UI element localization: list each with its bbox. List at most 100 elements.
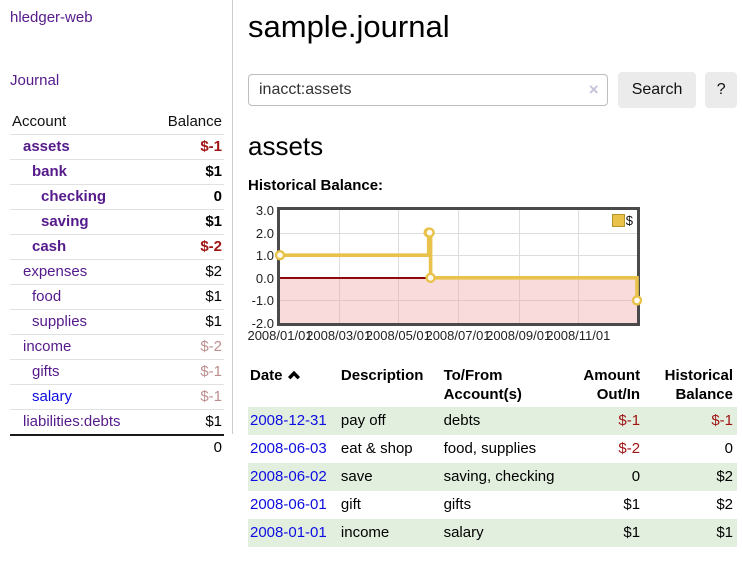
transaction-balance: $2 <box>716 468 733 485</box>
account-link-liabilities-debts[interactable]: liabilities:debts <box>23 413 121 430</box>
transaction-date-link[interactable]: 2008-12-31 <box>250 412 327 429</box>
transaction-description: income <box>340 524 390 541</box>
y-tick-label: -2.0 <box>251 316 274 331</box>
register-header-balance: Historical Balance <box>664 367 733 403</box>
transaction-amount: $-2 <box>618 440 641 457</box>
transaction-balance: $2 <box>716 496 733 513</box>
transaction-balance: $-1 <box>711 412 733 429</box>
y-tick-label: 0.0 <box>255 270 274 286</box>
transaction-amount: $-1 <box>618 412 641 429</box>
clear-search-icon[interactable]: × <box>588 80 599 99</box>
account-link-assets[interactable]: assets <box>23 138 70 155</box>
transaction-date-link[interactable]: 2008-01-01 <box>250 524 327 541</box>
account-balance: $2 <box>205 263 222 280</box>
chart-title: Historical Balance: <box>248 177 384 194</box>
gridline <box>280 300 637 302</box>
transaction-description: pay off <box>340 412 386 429</box>
help-button[interactable]: ? <box>705 72 737 108</box>
transaction-description: eat & shop <box>340 440 413 457</box>
accounts-total-value: 0 <box>213 439 222 456</box>
chart-line-svg <box>274 227 643 306</box>
register-row: 2008-06-03 eat & shop food, supplies $-2… <box>248 435 737 463</box>
search-button[interactable]: Search <box>617 72 697 108</box>
main-content: sample.journal × Search ? assets Histori… <box>247 0 737 547</box>
account-balance: $1 <box>205 313 222 330</box>
app-title-link[interactable]: hledger-web <box>10 9 93 26</box>
register-header-row: Date Description To/From Account(s) Amou… <box>248 363 737 407</box>
register-header-date[interactable]: Date <box>248 363 341 407</box>
transaction-amount: 0 <box>631 468 641 485</box>
accounts-total-row: 0 <box>10 435 224 460</box>
x-tick-label: 2008/11/01 <box>546 328 611 343</box>
account-balance: $1 <box>205 288 222 305</box>
account-row-food: food $1 <box>10 284 224 310</box>
x-tick-label: 2008/03/01 <box>306 328 372 343</box>
account-balance: $-2 <box>200 338 222 355</box>
sidebar-item-journal[interactable]: Journal <box>10 72 60 89</box>
register-row: 2008-01-01 income salary $1 $1 <box>248 519 737 547</box>
accounts-table: Account Balance assets $-1 bank $1 check… <box>10 110 224 460</box>
data-point-marker <box>631 295 643 306</box>
legend-swatch-icon <box>611 214 625 227</box>
y-tick-label: 2.0 <box>255 225 274 241</box>
data-point-marker <box>425 272 436 284</box>
gridline <box>398 210 400 323</box>
gridline <box>518 210 520 323</box>
sidebar: hledger-web Journal Account Balance asse… <box>0 0 233 456</box>
x-tick-label: 2008/07/01 <box>425 328 491 343</box>
account-balance: $-1 <box>200 138 222 155</box>
x-tick-label: 2008/05/01 <box>365 328 431 343</box>
transaction-balance: $1 <box>716 524 733 541</box>
search-input[interactable] <box>248 74 608 106</box>
register-row: 2008-12-31 pay off debts $-1 $-1 <box>248 407 737 435</box>
data-point-marker <box>424 227 435 238</box>
transaction-date-link[interactable]: 2008-06-01 <box>250 496 327 513</box>
accounts-header-account: Account <box>12 113 67 130</box>
register-row: 2008-06-01 gift gifts $1 $2 <box>248 491 737 519</box>
account-row-supplies: supplies $1 <box>10 309 224 335</box>
gridline <box>458 210 459 323</box>
historical-balance-chart: 3.0 2.0 1.0 0.0 -1.0 -2.0 $ 2008/01/01 2… <box>247 203 737 343</box>
transaction-amount: $1 <box>623 524 641 541</box>
account-row-checking: checking 0 <box>10 184 224 210</box>
account-link-food[interactable]: food <box>32 288 62 305</box>
account-link-checking[interactable]: checking <box>41 188 107 205</box>
transaction-amount: $1 <box>623 496 641 513</box>
account-link-gifts[interactable]: gifts <box>32 363 60 380</box>
y-tick-label: 1.0 <box>255 248 274 264</box>
register-header-accounts: To/From Account(s) <box>443 367 522 403</box>
data-point-marker <box>274 250 286 261</box>
transaction-accounts: saving, checking <box>443 468 555 485</box>
y-tick-label: -1.0 <box>251 293 274 309</box>
x-tick-label: 2008/01/01 <box>247 328 313 343</box>
register-row: 2008-06-02 save saving, checking 0 $2 <box>248 463 737 491</box>
account-balance: $1 <box>205 213 222 230</box>
transaction-accounts: debts <box>443 412 481 429</box>
account-link-salary[interactable]: salary <box>32 388 73 405</box>
account-row-expenses: expenses $2 <box>10 259 224 285</box>
register-header-amount: Amount Out/In <box>583 367 641 403</box>
transaction-balance: 0 <box>724 440 733 457</box>
register-header-description: Description <box>340 367 424 384</box>
account-row-assets: assets $-1 <box>10 134 224 160</box>
account-link-income[interactable]: income <box>23 338 72 355</box>
transaction-description: save <box>340 468 373 485</box>
account-row-salary: salary $-1 <box>10 384 224 410</box>
transaction-date-link[interactable]: 2008-06-02 <box>250 468 327 485</box>
account-link-supplies[interactable]: supplies <box>32 313 88 330</box>
account-link-expenses[interactable]: expenses <box>23 263 88 280</box>
chart-legend: $ <box>611 213 633 228</box>
accounts-header-balance: Balance <box>167 113 222 130</box>
gridline <box>280 255 637 257</box>
y-tick-label: 3.0 <box>255 203 274 218</box>
account-link-cash[interactable]: cash <box>32 238 67 255</box>
gridline <box>280 232 637 234</box>
account-row-income: income $-2 <box>10 334 224 360</box>
negative-region-shading <box>280 277 637 323</box>
sort-asc-icon <box>287 367 301 386</box>
transaction-accounts: gifts <box>443 496 472 513</box>
account-balance: 0 <box>213 188 222 205</box>
account-link-saving[interactable]: saving <box>41 213 89 230</box>
transaction-date-link[interactable]: 2008-06-03 <box>250 440 327 457</box>
account-link-bank[interactable]: bank <box>32 163 68 180</box>
